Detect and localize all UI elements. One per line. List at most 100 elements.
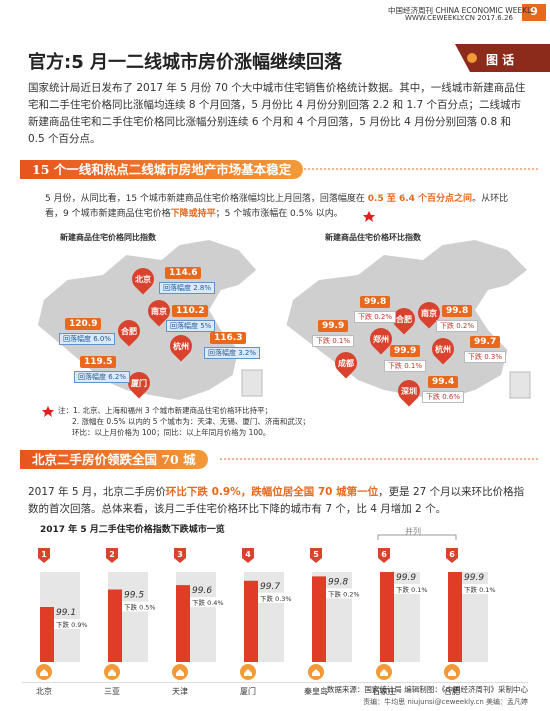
callout-value: 99.4 [428, 376, 459, 388]
rank-badge [174, 548, 186, 563]
text-run: ，更是 27 个月以来环比价格指数的首次回落。总体来看，该月二手住宅价格环比下降… [28, 486, 525, 515]
callout-value: 114.6 [165, 267, 202, 279]
city: 合肥 [444, 686, 460, 696]
pin-label: 厦门 [131, 379, 147, 388]
drop-box [190, 597, 218, 608]
callout-value: 116.3 [210, 332, 247, 344]
drop-box [326, 588, 354, 599]
intro: 国家统计局近日发布了 2017 年 5 月份 70 个大中城市住宅销售价格统计数… [28, 82, 526, 145]
source: 数据来源：国家统计局 编辑制图：《中国经济周刊》采制中心 [326, 685, 528, 694]
rank-badge [446, 548, 458, 563]
header-mag: 中国经济周刊 CHINA ECONOMIC WEEKLY [388, 5, 535, 16]
tag-dot [467, 53, 477, 63]
callout-note: 下跌 0.2% [354, 311, 397, 323]
rank: 1 [41, 550, 47, 559]
magazine-en: CHINA ECONOMIC WEEKLY [435, 6, 535, 15]
callout-value: 99.9 [390, 345, 421, 357]
pin-label: 深圳 [401, 387, 417, 396]
pin-label: 北京 [135, 275, 151, 284]
rank: 4 [245, 550, 251, 559]
bar-drop: 下跌 0.1% [396, 585, 428, 594]
drop-box [394, 584, 422, 594]
note-line: 环比：以上月价格为 100；同比：以上年同月价格为 100。 [72, 428, 271, 437]
callout-note: 下跌 0.1% [312, 335, 355, 347]
note-star [42, 406, 54, 417]
callout-note: 下跌 0.1% [384, 360, 427, 372]
south-sea-box [509, 371, 531, 399]
text-run: ；5 个城市涨幅在 0.5% 以内。 [215, 209, 343, 219]
house-glyph [380, 669, 388, 676]
text-run: 0.5 至 6.4 个百分点之间 [367, 194, 473, 204]
rank-badge [106, 548, 118, 563]
pin-label: 成都 [338, 359, 354, 368]
bar-drop: 下跌 0.9% [56, 620, 88, 629]
pin-label: 郑州 [373, 335, 389, 344]
callout-note: 下跌 0.3% [464, 351, 507, 363]
footer-rule [22, 682, 528, 683]
note-line: 注：1. 北京、上海和福州 3 个城市新建商品住宅价格环比持平； [58, 406, 273, 415]
page-number: 9 [530, 5, 538, 18]
callout-value: 120.9 [65, 318, 102, 330]
bar-value: 99.9 [396, 573, 416, 583]
bar-drop: 下跌 0.4% [192, 598, 224, 607]
bar-drop: 下跌 0.3% [260, 594, 292, 603]
section-paragraph: 2017 年 5 月，北京二手房价环比下跌 0.9%，跌幅位居全国 70 城第一… [28, 484, 528, 518]
callout-note: 回落幅度 6.0% [59, 333, 116, 345]
drop-box [462, 584, 490, 594]
callout-note: 下跌 0.2% [436, 320, 479, 332]
drop-box [122, 601, 150, 612]
rank-badge [310, 548, 322, 563]
rank: 5 [313, 550, 319, 559]
notes: 注：1. 北京、上海和福州 3 个城市新建商品住宅价格环比持平； 2. 涨幅在 0… [58, 405, 310, 438]
callout-note: 回落幅度 5% [166, 320, 216, 332]
callout-value: 99.8 [360, 296, 391, 308]
tag: 图 话 [486, 53, 515, 67]
text-run: 5 月份，从同比看，15 个城市新建商品住宅价格涨幅均比上月回落，回落幅度在 [45, 194, 368, 204]
rank: 6 [381, 550, 387, 559]
callout-note: 回落幅度 2.8% [159, 282, 216, 294]
pin-label: 杭州 [173, 342, 189, 351]
credits: 责编：牛均思 niujunsi@ceweekly.cn 美编：孟凡婷 [363, 698, 528, 706]
pin-label: 南京 [421, 309, 437, 318]
text-run: 下降或持平 [170, 209, 216, 219]
house-glyph [244, 669, 252, 676]
callout-value: 99.9 [318, 320, 349, 332]
house-glyph [448, 669, 456, 676]
city: 石家庄 [372, 686, 396, 696]
rank: 6 [449, 550, 455, 559]
house-glyph [176, 669, 184, 676]
text-run: 2017 年 5 月，北京二手房价 [28, 486, 166, 498]
city: 天津 [172, 686, 188, 696]
bar [312, 576, 326, 662]
callout-note: 回落幅度 6.2% [74, 371, 131, 383]
page-box [522, 4, 546, 21]
bar [448, 572, 462, 662]
pin-label: 杭州 [435, 345, 451, 354]
header-web: WWW.CEWEEKLY.CN 2017.6.26 [405, 14, 513, 22]
city: 厦门 [240, 686, 256, 696]
callout-value: 119.5 [80, 356, 117, 368]
text-run: 。从环比看，9 个城市新建商品住宅价格 [45, 194, 509, 219]
chart-title: 2017 年 5 月二手住宅价格指数下跌城市一览 [40, 525, 225, 535]
drop-box [54, 619, 82, 629]
callout-note: 回落幅度 3.2% [204, 347, 261, 359]
bar [108, 589, 122, 662]
para-star [363, 211, 375, 222]
pin-label: 合肥 [121, 327, 137, 336]
rank-badge [38, 548, 50, 563]
title: 官方:5 月一二线城市房价涨幅继续回落 [28, 52, 342, 73]
pin-label: 合肥 [396, 315, 412, 324]
map-title: 新建商品住宅价格同比指数 [60, 233, 156, 242]
pin-label: 南京 [151, 307, 167, 316]
drop-box [258, 592, 286, 603]
bar [380, 572, 394, 662]
section-heading: 北京二手房价领跌全国 70 城 [20, 450, 208, 469]
rank-badge [242, 548, 254, 563]
rank: 2 [109, 550, 115, 559]
tag-shape [455, 44, 550, 72]
section-heading: 15 个一线和热点二线城市房地产市场基本稳定 [20, 160, 304, 179]
date: 2017.6.26 [477, 14, 513, 22]
website: WWW.CEWEEKLY.CN [405, 14, 476, 22]
note-line: 2. 涨幅在 0.5% 以内的 5 个城市为：天津、无锡、厦门、济南和武汉； [72, 417, 310, 426]
